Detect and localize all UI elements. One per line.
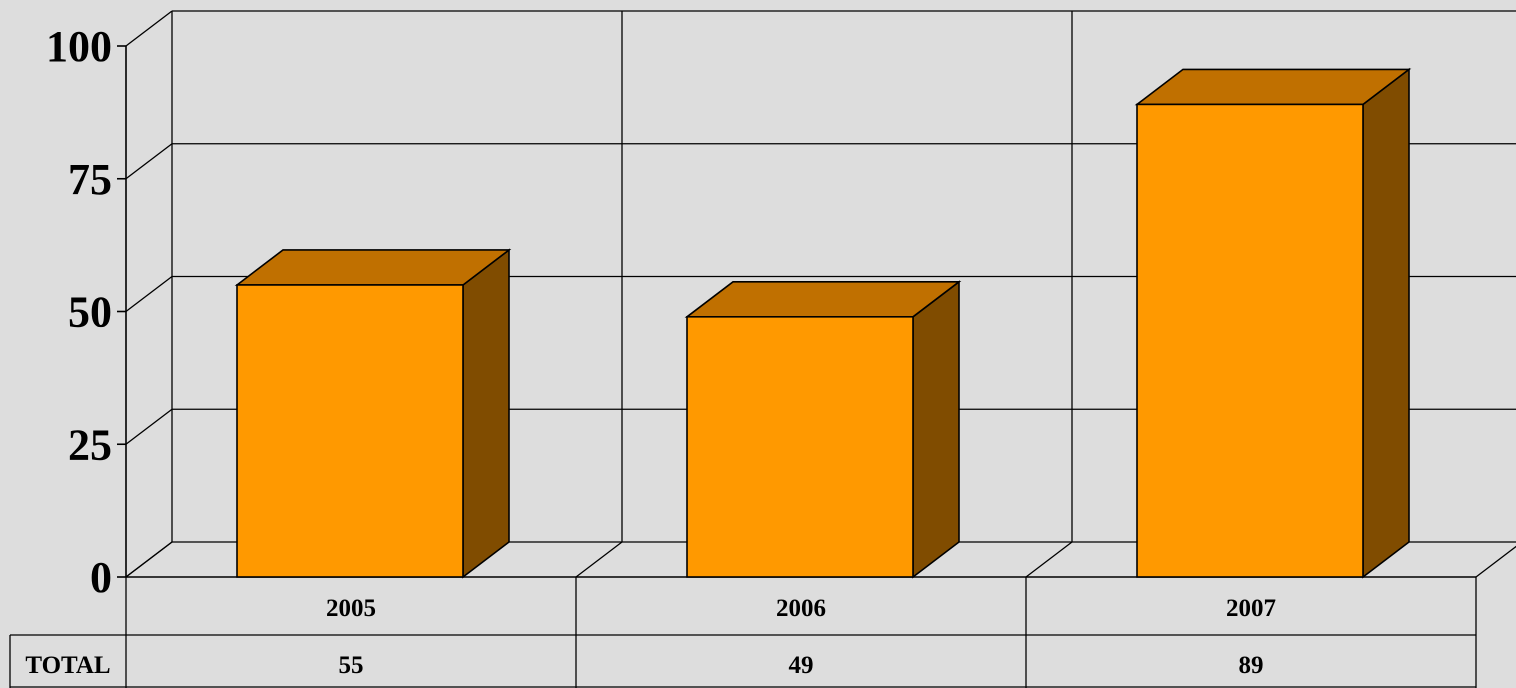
data-table-row-label: TOTAL (25, 652, 110, 679)
bar-side-2007 (1362, 67, 1410, 579)
data-table-value-2007: 89 (1239, 652, 1264, 679)
floor-diagonal-2 (1025, 541, 1073, 578)
y-tick-label-75: 75 (68, 155, 112, 204)
bar-top-2006 (684, 281, 962, 318)
bar-top-2005 (234, 249, 512, 286)
bar-side-2005 (462, 248, 510, 579)
bar-2006 (684, 280, 962, 579)
bar-2007 (1134, 67, 1412, 579)
gridline-wall-50 (125, 275, 173, 313)
x-tick-label-2007: 2007 (1226, 595, 1276, 622)
floor-diagonal-1 (575, 541, 623, 578)
bar-front-2006 (686, 316, 914, 578)
gridline-wall-100 (125, 10, 173, 47)
x-tick-label-2006: 2006 (776, 595, 826, 622)
gridline-wall-25 (125, 408, 173, 445)
y-tick-label-100: 100 (46, 22, 112, 71)
y-tick-label-50: 50 (68, 288, 112, 337)
floor-diagonal-0 (125, 541, 173, 578)
bar-top-2007 (1134, 68, 1412, 106)
y-tick-label-25: 25 (68, 420, 112, 469)
y-tick-label-0: 0 (90, 553, 112, 602)
x-tick-label-2005: 2005 (326, 595, 376, 622)
data-table-value-2005: 55 (339, 652, 364, 679)
bar-front-2007 (1136, 103, 1364, 578)
floor-diagonal-3 (1475, 545, 1516, 578)
bar-front-2005 (236, 284, 464, 578)
data-table-value-2006: 49 (789, 652, 814, 679)
gridline-wall-75 (125, 143, 173, 180)
bar-layer (234, 67, 1412, 579)
bar-2005 (234, 248, 512, 579)
bar-side-2006 (912, 280, 960, 579)
data-table: TOTAL 2005 55 2006 49 2007 89 (9, 577, 1477, 688)
